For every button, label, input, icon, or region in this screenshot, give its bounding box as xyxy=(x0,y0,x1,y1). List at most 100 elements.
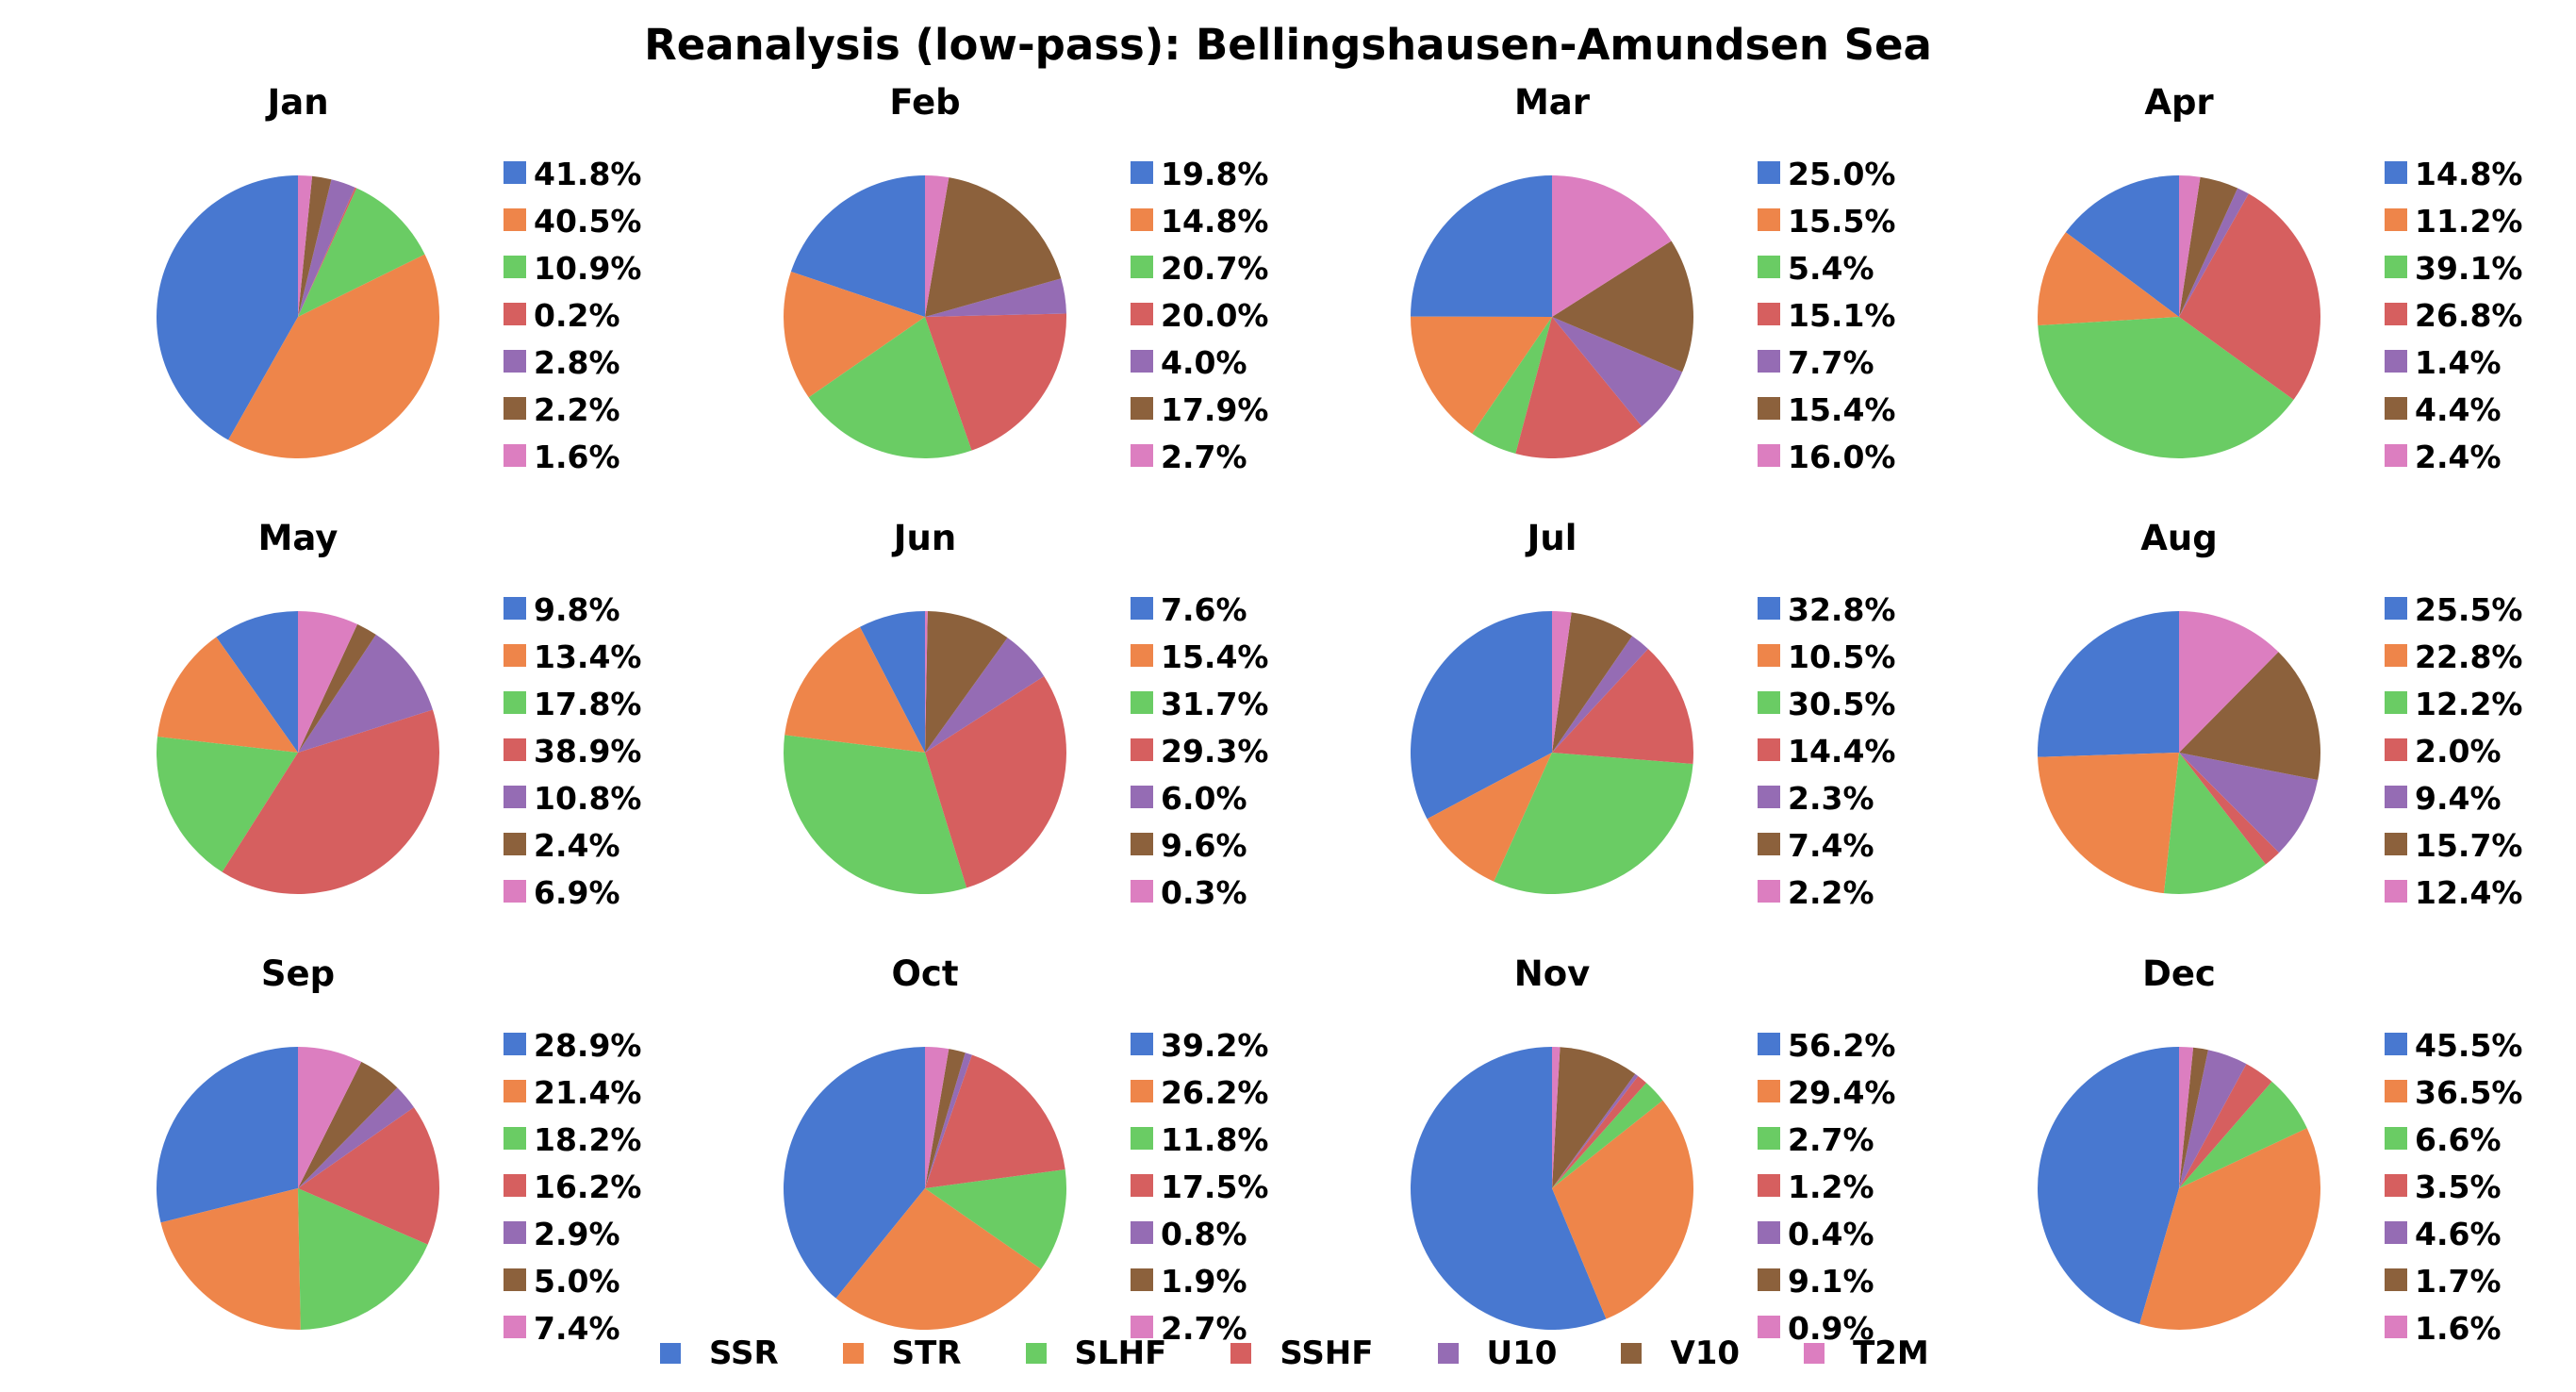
pie-chart-mar: Mar 25.0% 15.5% 5.4% 15.1% 7.7% 15.4% 16.0% xyxy=(1410,82,1896,475)
percent-label: 45.5% xyxy=(2415,1027,2523,1064)
legend-label: U10 xyxy=(1486,1334,1558,1372)
legend-swatch-t2m xyxy=(1131,880,1153,903)
legend-swatch-sshf xyxy=(1131,738,1153,761)
pie-slice-slhf xyxy=(2038,317,2294,459)
legend-swatch-u10 xyxy=(1758,1221,1780,1244)
legend-swatch-slhf xyxy=(1758,256,1780,278)
subplot-title: Dec xyxy=(2142,953,2216,994)
pie-slice-t2m xyxy=(2179,175,2201,317)
legend-label: V10 xyxy=(1670,1334,1741,1372)
legend-swatch-str xyxy=(2385,1080,2407,1102)
legend-swatch-str xyxy=(504,208,526,231)
pie-chart-jul: Jul 32.8% 10.5% 30.5% 14.4% 2.3% 7.4% 2.2% xyxy=(1411,518,1896,911)
pie-slice-t2m xyxy=(2179,611,2279,753)
percent-label: 1.6% xyxy=(2415,1310,2502,1347)
legend-swatch-str xyxy=(2385,208,2407,231)
legend-swatch-v10 xyxy=(2385,397,2407,420)
legend-item-v10: V10 xyxy=(1621,1334,1740,1372)
percent-label: 2.8% xyxy=(534,344,620,381)
pie-slice-str xyxy=(2037,232,2179,326)
pie-chart-jan: Jan 41.8% 40.5% 10.9% 0.2% 2.8% 2.2% 1.6% xyxy=(156,82,642,475)
legend-swatch-t2m xyxy=(1758,880,1780,903)
legend-swatch-t2m xyxy=(2385,444,2407,467)
percent-label: 4.4% xyxy=(2415,391,2502,428)
pie-slice-ssr xyxy=(2037,611,2179,757)
legend-swatch-ssr xyxy=(2385,597,2407,620)
subplot-title: Jan xyxy=(264,82,328,123)
pie-slice-u10 xyxy=(925,1052,972,1188)
percent-label: 17.5% xyxy=(1161,1168,1269,1205)
pie-slice-sshf xyxy=(925,675,1066,888)
percent-label: 39.1% xyxy=(2415,250,2523,287)
percent-label: 0.4% xyxy=(1788,1216,1874,1252)
pie-slice-str xyxy=(157,637,298,753)
legend-swatch-str xyxy=(1758,1080,1780,1102)
legend-swatch-sshf xyxy=(1758,1174,1780,1197)
pie-chart-dec: Dec 45.5% 36.5% 6.6% 3.5% 4.6% 1.7% 1.6% xyxy=(2038,953,2523,1347)
legend-swatch-ssr xyxy=(1131,597,1153,620)
pie-slice-slhf xyxy=(157,737,298,872)
legend-swatch-ssr xyxy=(1131,161,1153,184)
pie-slice-str xyxy=(1552,1100,1693,1319)
percent-label: 29.3% xyxy=(1161,733,1269,770)
pie-slice-slhf xyxy=(298,188,425,317)
legend-swatch-t2m xyxy=(1758,1316,1780,1338)
percent-label: 2.4% xyxy=(534,827,620,864)
percent-label: 56.2% xyxy=(1788,1027,1896,1064)
pie-slice-ssr xyxy=(156,1047,298,1223)
pie-slice-sshf xyxy=(1552,1075,1646,1188)
pie-slice-v10 xyxy=(1552,612,1633,753)
percent-label: 9.8% xyxy=(534,591,620,628)
legend-swatch-str xyxy=(1758,644,1780,667)
legend-swatch-ssr xyxy=(504,161,526,184)
pie-slice-v10 xyxy=(2179,176,2238,317)
subplot-title: Nov xyxy=(1514,953,1591,994)
percent-label: 13.4% xyxy=(534,638,642,675)
legend-swatch xyxy=(1025,1343,1047,1364)
legend-swatch-t2m xyxy=(2385,880,2407,903)
pie-slice-slhf xyxy=(1552,1083,1663,1188)
legend-swatch-sshf xyxy=(2385,738,2407,761)
percent-label: 7.6% xyxy=(1161,591,1247,628)
percent-label: 10.9% xyxy=(534,250,642,287)
pie-slice-str xyxy=(784,626,925,753)
pie-slice-slhf xyxy=(808,317,972,459)
pie-slice-u10 xyxy=(2179,1050,2247,1188)
pie-slice-v10 xyxy=(2179,652,2320,781)
legend-label: STR xyxy=(891,1334,962,1372)
legend-swatch-ssr xyxy=(2385,161,2407,184)
legend-swatch-slhf xyxy=(1131,1127,1153,1150)
percent-label: 19.8% xyxy=(1161,156,1269,192)
legend-swatch-str xyxy=(504,644,526,667)
pie-slice-t2m xyxy=(1552,611,1572,753)
percent-label: 41.8% xyxy=(534,156,642,192)
percent-label: 10.8% xyxy=(534,780,642,817)
percent-label: 29.4% xyxy=(1788,1074,1896,1111)
legend-swatch-u10 xyxy=(504,786,526,808)
percent-label: 22.8% xyxy=(2415,638,2523,675)
legend-swatch-slhf xyxy=(1758,1127,1780,1150)
percent-label: 2.7% xyxy=(1161,1310,1247,1347)
chart-title: Reanalysis (low-pass): Bellingshausen-Am… xyxy=(644,20,1932,70)
pie-slice-ssr xyxy=(1411,174,1552,317)
percent-label: 26.8% xyxy=(2415,297,2523,334)
legend-swatch-sshf xyxy=(504,303,526,325)
legend-swatch-sshf xyxy=(1758,303,1780,325)
legend-swatch-slhf xyxy=(504,691,526,714)
pie-slice-u10 xyxy=(925,278,1066,317)
legend-item-ssr: SSR xyxy=(660,1334,779,1372)
percent-label: 39.2% xyxy=(1161,1027,1269,1064)
pie-chart-nov: Nov 56.2% 29.4% 2.7% 1.2% 0.4% 9.1% 0.9% xyxy=(1411,953,1896,1347)
percent-label: 2.7% xyxy=(1788,1121,1874,1158)
legend-swatch-slhf xyxy=(1131,256,1153,278)
percent-label: 12.4% xyxy=(2415,874,2523,911)
legend-swatch-v10 xyxy=(1131,833,1153,855)
pie-slice-v10 xyxy=(298,175,332,317)
percent-label: 15.4% xyxy=(1788,391,1896,428)
percent-label: 0.2% xyxy=(534,297,620,334)
subplot-title: Jun xyxy=(891,518,956,558)
legend-swatch-v10 xyxy=(504,833,526,855)
percent-label: 1.9% xyxy=(1161,1263,1247,1300)
